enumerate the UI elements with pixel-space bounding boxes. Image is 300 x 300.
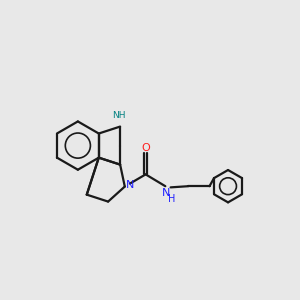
Text: H: H — [168, 194, 176, 204]
Text: NH: NH — [112, 111, 125, 120]
Text: O: O — [141, 143, 150, 153]
Text: N: N — [162, 188, 171, 198]
Text: N: N — [126, 180, 134, 190]
